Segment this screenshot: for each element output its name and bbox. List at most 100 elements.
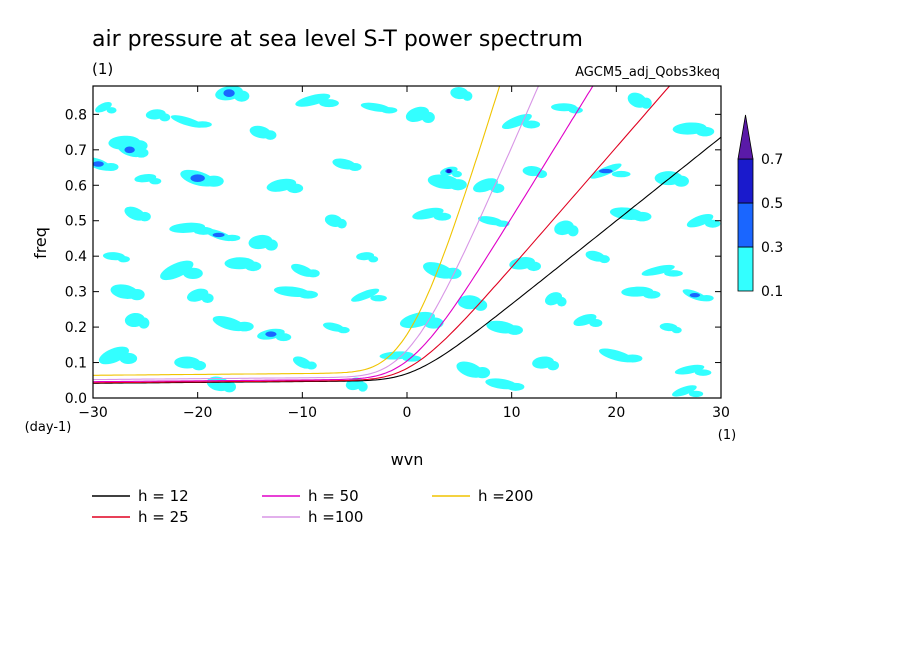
power-blob: [452, 170, 462, 178]
y-tick-label: 0.8: [65, 107, 87, 123]
power-blob: [264, 239, 278, 251]
y-tick-label: 0.6: [65, 178, 87, 194]
power-blob: [444, 267, 462, 279]
power-blob: [370, 294, 387, 302]
x-tick-label: 10: [503, 405, 521, 421]
power-blob: [183, 267, 203, 279]
power-blob: [159, 113, 171, 122]
power-blob-core: [689, 292, 701, 298]
power-blob: [449, 179, 467, 191]
y-unit-label: (day-1): [25, 420, 72, 435]
power-blob: [695, 126, 715, 137]
power-blob: [611, 170, 631, 178]
power-blob: [138, 317, 150, 329]
power-blob: [412, 207, 444, 220]
power-blob: [138, 211, 151, 222]
power-blob: [573, 313, 597, 327]
power-blob: [380, 107, 398, 114]
power-blob: [149, 177, 162, 185]
power-blob: [568, 107, 583, 114]
power-blob: [275, 333, 292, 342]
y-tick-label: 0.5: [65, 214, 87, 230]
y-tick-label: 0.2: [65, 320, 87, 336]
power-blob: [536, 170, 548, 179]
power-blob: [368, 255, 379, 263]
power-blob: [495, 220, 510, 227]
power-blob: [664, 270, 683, 277]
power-blob: [642, 290, 661, 299]
colorbar-swatch: [737, 202, 754, 248]
power-blob: [106, 107, 117, 114]
power-blob-core: [124, 146, 135, 154]
x-tick-label: −20: [183, 405, 213, 421]
power-blob: [233, 90, 250, 102]
power-blob: [421, 111, 435, 123]
power-blob-core: [265, 331, 277, 337]
power-blob: [546, 360, 560, 371]
title-unit: (1): [92, 60, 113, 78]
power-blob: [191, 360, 207, 371]
power-blob: [295, 93, 331, 107]
x-tick-label: 20: [607, 405, 625, 421]
power-blob: [134, 148, 149, 158]
power-blob: [474, 367, 491, 379]
colorbar-label: 0.5: [761, 196, 783, 212]
power-blob: [672, 385, 697, 397]
x-tick-label: 0: [403, 405, 412, 421]
y-axis: 0.0 0.1 0.2 0.3 0.4 0.5 0.6 0.7 0.8: [65, 107, 721, 407]
power-blob: [357, 382, 368, 392]
power-blob: [244, 261, 262, 272]
colorbar-label: 0.7: [761, 152, 783, 168]
power-blob-core: [212, 232, 225, 238]
y-tick-label: 0.4: [65, 249, 87, 265]
colorbar-arrow: [737, 114, 754, 160]
power-blob: [117, 255, 130, 263]
y-tick-label: 0.0: [65, 391, 87, 407]
power-blob: [433, 212, 452, 221]
power-blob: [632, 211, 652, 222]
power-blob: [598, 255, 610, 264]
dispersion-curve: [93, 86, 671, 384]
power-blob: [203, 175, 224, 187]
power-blob: [556, 296, 567, 307]
power-blob: [641, 264, 675, 276]
power-blob: [95, 102, 112, 113]
curve-legend: h = 12 h = 25 h = 50 h =100 h =200: [92, 487, 533, 526]
power-blob: [490, 183, 505, 194]
x-unit-label: (1): [718, 428, 736, 443]
colorbar: 0.1 0.3 0.5 0.7: [737, 114, 783, 300]
power-blob: [98, 346, 129, 365]
colorbar-swatch: [737, 158, 754, 204]
colorbar-label: 0.3: [761, 240, 783, 256]
power-blob: [704, 219, 721, 228]
legend-label: h = 25: [138, 508, 189, 526]
power-blob: [526, 261, 541, 272]
power-blob: [694, 369, 712, 376]
plot-frame: [92, 85, 722, 399]
power-blob: [688, 390, 704, 398]
power-blob-core: [446, 169, 452, 174]
power-blob: [103, 163, 119, 171]
power-blob: [699, 294, 714, 302]
x-tick-label: −30: [78, 405, 108, 421]
power-blob: [193, 121, 212, 128]
power-blob-core: [93, 161, 104, 167]
power-blob: [622, 354, 643, 363]
power-blob: [686, 214, 714, 228]
power-blob: [160, 260, 194, 281]
power-blob: [474, 299, 488, 311]
legend-label: h =100: [308, 508, 363, 526]
run-label: AGCM5_adj_Qobs3keq: [575, 65, 720, 80]
power-blob: [235, 321, 254, 332]
y-tick-label: 0.1: [65, 356, 87, 372]
dispersion-curve: [93, 86, 540, 381]
power-blob: [223, 234, 241, 242]
power-blob: [402, 355, 422, 362]
power-blob: [589, 319, 603, 327]
x-tick-label: −10: [288, 405, 318, 421]
power-blob: [119, 352, 138, 365]
power-blob-core: [223, 89, 235, 97]
power-blob: [522, 120, 541, 129]
x-axis-label: wvn: [391, 450, 424, 469]
